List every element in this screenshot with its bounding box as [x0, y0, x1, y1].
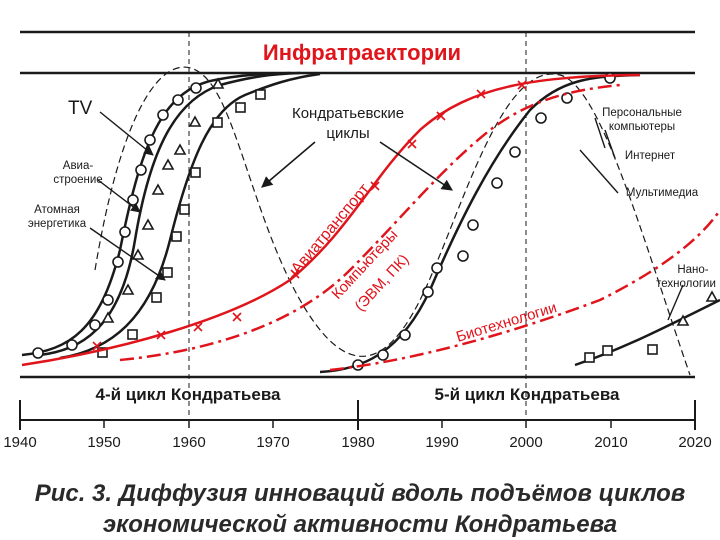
- curve-atomic: [59, 72, 321, 360]
- label-aviation-line1: Авиа-: [63, 160, 94, 172]
- pointer-nano: [667, 284, 684, 321]
- kondratiev-wave: [94, 66, 691, 376]
- label-cycle-5: 5-й цикл Кондратьева: [435, 385, 621, 404]
- curve-computers: [119, 83, 621, 362]
- tick-label: 1970: [256, 434, 289, 451]
- label-kondratiev-line2: циклы: [326, 125, 369, 142]
- label-pc-line1: Персональные: [602, 107, 682, 119]
- tick-label: 2000: [509, 434, 542, 451]
- tick-label: 1940: [3, 434, 36, 451]
- tick-label: 1960: [172, 434, 205, 451]
- markers-aviation: [101, 77, 225, 323]
- label-multimedia: Мультимедиа: [626, 187, 699, 199]
- markers-air-transport: [92, 80, 527, 351]
- label-biotech: Биотехнологии: [454, 299, 559, 346]
- tick-label: 2020: [678, 434, 711, 451]
- label-kondratiev-line1: Кондратьевские: [292, 105, 404, 122]
- markers-nano: [584, 290, 719, 363]
- title: Инфратраектории: [263, 40, 461, 65]
- curve-biotech: [329, 209, 720, 372]
- label-atomic-line2: энергетика: [28, 218, 87, 230]
- curve-tv: [21, 71, 291, 357]
- tick-label: 1950: [87, 434, 120, 451]
- axis-ticks: [19, 420, 696, 428]
- label-cycle-4: 4-й цикл Кондратьева: [96, 385, 282, 404]
- curve-nano: [574, 298, 720, 367]
- arrow-atomic: [89, 227, 166, 281]
- tick-label: 1980: [341, 434, 374, 451]
- pointer-internet: [604, 129, 616, 159]
- arrow-kondratiev-right: [379, 141, 453, 191]
- arrow-tv: [99, 111, 154, 156]
- curve-aviation: [39, 71, 301, 357]
- label-aviation-line2: строение: [53, 174, 102, 186]
- arrow-aviation: [97, 179, 141, 213]
- caption-line1: Рис. 3. Диффузия инноваций вдоль подъёмо…: [34, 480, 686, 507]
- markers-pc: [352, 72, 616, 371]
- markers-tv: [32, 82, 202, 359]
- label-internet: Интернет: [625, 150, 676, 162]
- pointer-multimedia: [579, 149, 619, 194]
- arrow-kondratiev-left: [261, 141, 316, 188]
- markers-atomic: [97, 89, 266, 358]
- label-nano-line2: технологии: [656, 278, 716, 290]
- label-nano-line1: Нано-: [677, 264, 708, 276]
- caption-line2: экономической активности Кондратьева: [102, 511, 618, 538]
- tick-label: 1990: [425, 434, 458, 451]
- label-tv: TV: [68, 98, 93, 119]
- tick-label: 2010: [594, 434, 627, 451]
- axis-tick-labels: 1940 1950 1960 1970 1980 1990 2000 2010 …: [3, 434, 711, 451]
- label-atomic-line1: Атомная: [34, 204, 80, 216]
- pointer-pc: [594, 117, 606, 149]
- label-pc-line2: компьютеры: [609, 121, 675, 133]
